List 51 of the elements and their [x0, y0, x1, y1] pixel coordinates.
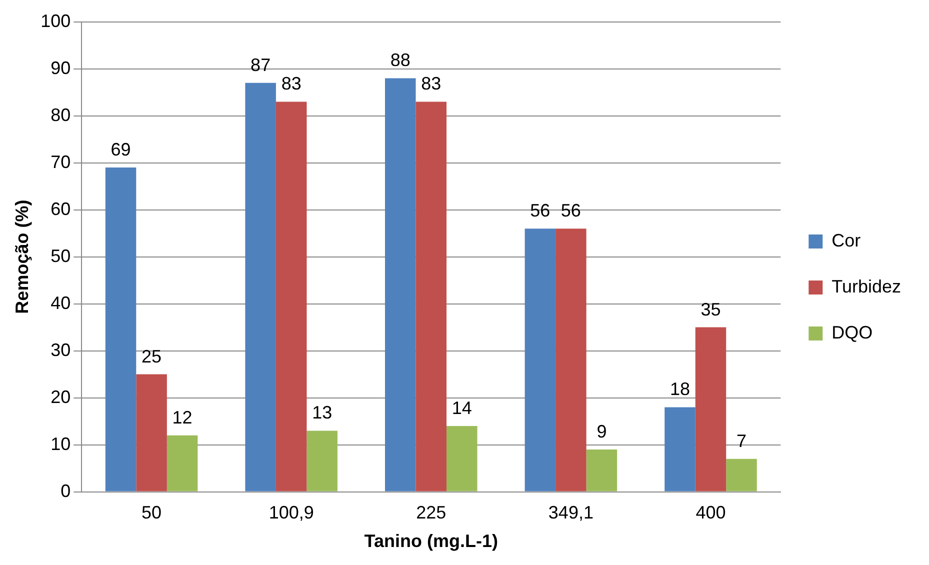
data-label: 35: [700, 299, 721, 320]
data-label: 13: [312, 402, 332, 423]
x-axis-title: Tanino (mg.L-1): [364, 531, 498, 552]
legend-label: Cor: [832, 230, 861, 250]
bar: [166, 435, 198, 492]
y-tick-label: 30: [50, 340, 71, 360]
x-tick-label: 349,1: [548, 502, 594, 523]
y-tick-label: 100: [40, 10, 71, 31]
y-axis-title: Remoção (%): [12, 200, 32, 314]
x-tick-label: 400: [696, 502, 726, 523]
data-label: 18: [670, 379, 690, 400]
bar: [586, 450, 618, 492]
y-tick-label: 50: [50, 246, 71, 266]
y-tick-label: 90: [50, 58, 71, 78]
legend-label: DQO: [832, 322, 873, 342]
data-label: 12: [172, 407, 192, 428]
bar: [245, 82, 276, 492]
bar: [306, 430, 338, 492]
data-label: 88: [390, 50, 410, 70]
data-label: 83: [421, 74, 442, 94]
x-tick-label: 100,9: [268, 502, 314, 523]
data-label: 14: [452, 398, 472, 418]
y-tick-label: 40: [50, 292, 71, 313]
bar: [556, 228, 586, 492]
legend-label: Turbidez: [832, 276, 902, 296]
data-label: 9: [596, 421, 607, 442]
y-tick-label: 20: [50, 386, 71, 407]
y-tick-label: 60: [50, 198, 71, 219]
x-tick-label: 50: [142, 502, 162, 523]
data-label: 83: [281, 74, 302, 94]
y-tick-label: 10: [50, 434, 71, 454]
bar: [664, 407, 696, 492]
data-label: 56: [560, 200, 581, 221]
y-tick-label: 0: [60, 480, 71, 501]
y-tick-label: 70: [50, 152, 71, 172]
y-tick-label: 80: [50, 104, 71, 125]
bar: [105, 168, 136, 492]
bar: [416, 102, 447, 492]
data-label: 87: [250, 54, 271, 75]
x-tick-label: 225: [416, 502, 446, 523]
bar: [726, 458, 757, 492]
data-label: 56: [530, 200, 550, 221]
data-label: 25: [142, 346, 162, 366]
bar: [446, 426, 478, 492]
bar: [276, 102, 307, 492]
bar: [695, 327, 726, 492]
data-label: 69: [110, 139, 131, 160]
bar: [524, 228, 556, 492]
bar: [385, 78, 416, 492]
data-label: 7: [736, 430, 746, 451]
bar: [136, 374, 167, 492]
